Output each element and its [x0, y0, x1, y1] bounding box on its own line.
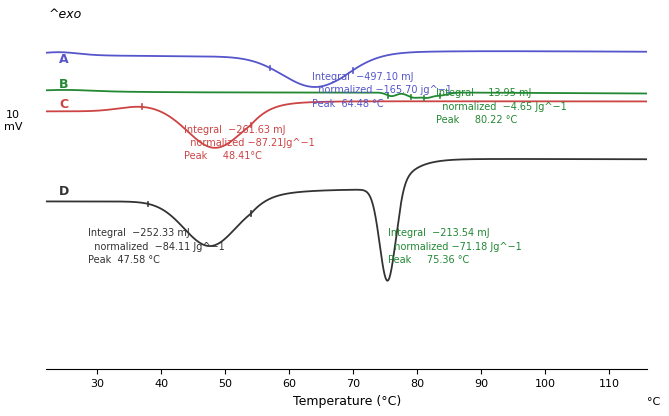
Text: A: A	[59, 53, 68, 66]
Text: Integral  −213.54 mJ
  normalized −71.18 Jg^−1
Peak     75.36 °C: Integral −213.54 mJ normalized −71.18 Jg…	[388, 228, 522, 265]
Text: B: B	[59, 79, 68, 92]
Text: Integral  −252.33 mJ
  normalized  −84.11 Jg^−1
Peak  47.58 °C: Integral −252.33 mJ normalized −84.11 Jg…	[88, 228, 224, 265]
Text: ^exo: ^exo	[49, 8, 82, 21]
Text: 10
mV: 10 mV	[4, 110, 22, 132]
Text: D: D	[59, 185, 69, 198]
Text: C: C	[59, 98, 68, 111]
Text: Integral  −13.95 mJ
  normalized  −4.65 Jg^−1
Peak     80.22 °C: Integral −13.95 mJ normalized −4.65 Jg^−…	[436, 89, 567, 125]
Text: Integral  −261.63 mJ
  normalized −87.21Jg^−1
Peak     48.41°C: Integral −261.63 mJ normalized −87.21Jg^…	[183, 125, 314, 161]
Text: Integral  −497.10 mJ
  normalized −165.70 jg^−1
Peak  64.48 °C: Integral −497.10 mJ normalized −165.70 j…	[312, 72, 452, 109]
Text: °C: °C	[648, 397, 661, 407]
X-axis label: Temperature (°C): Temperature (°C)	[292, 395, 401, 408]
